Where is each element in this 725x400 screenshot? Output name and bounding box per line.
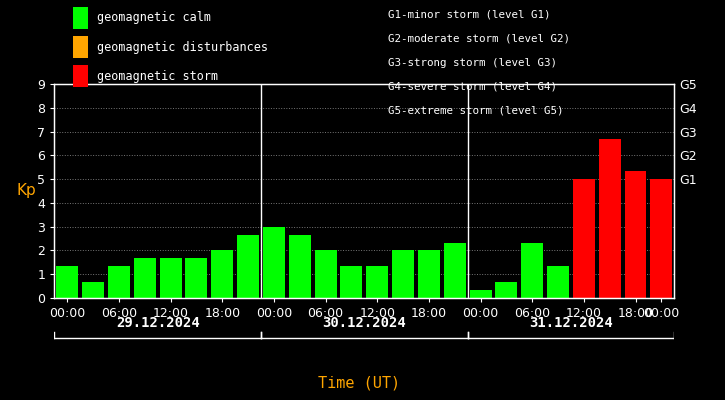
Text: G2-moderate storm (level G2): G2-moderate storm (level G2): [388, 34, 570, 44]
Text: geomagnetic calm: geomagnetic calm: [97, 12, 211, 24]
Bar: [82, 282, 104, 298]
Text: 30.12.2024: 30.12.2024: [323, 316, 406, 330]
Bar: [134, 258, 156, 298]
Bar: [495, 282, 518, 298]
Text: geomagnetic disturbances: geomagnetic disturbances: [97, 41, 268, 54]
Bar: [237, 234, 259, 298]
Text: geomagnetic storm: geomagnetic storm: [97, 70, 218, 83]
Bar: [547, 266, 569, 298]
Bar: [650, 179, 672, 298]
Bar: [418, 250, 440, 298]
Bar: [521, 242, 543, 298]
Bar: [599, 140, 621, 298]
Bar: [108, 266, 130, 298]
Text: G1-minor storm (level G1): G1-minor storm (level G1): [388, 10, 550, 20]
Bar: [57, 266, 78, 298]
Bar: [315, 250, 336, 298]
Text: G4-severe storm (level G4): G4-severe storm (level G4): [388, 82, 557, 92]
Text: G3-strong storm (level G3): G3-strong storm (level G3): [388, 58, 557, 68]
Bar: [392, 250, 414, 298]
Bar: [160, 258, 181, 298]
Bar: [366, 266, 388, 298]
Bar: [263, 227, 285, 298]
Bar: [289, 234, 311, 298]
Bar: [211, 250, 233, 298]
Bar: [624, 171, 647, 298]
Text: 31.12.2024: 31.12.2024: [529, 316, 613, 330]
Bar: [444, 242, 465, 298]
Text: 29.12.2024: 29.12.2024: [116, 316, 199, 330]
Y-axis label: Kp: Kp: [17, 184, 36, 198]
Bar: [470, 290, 492, 298]
Text: G5-extreme storm (level G5): G5-extreme storm (level G5): [388, 106, 563, 116]
Bar: [186, 258, 207, 298]
Text: Time (UT): Time (UT): [318, 375, 400, 390]
Bar: [573, 179, 594, 298]
Bar: [341, 266, 362, 298]
